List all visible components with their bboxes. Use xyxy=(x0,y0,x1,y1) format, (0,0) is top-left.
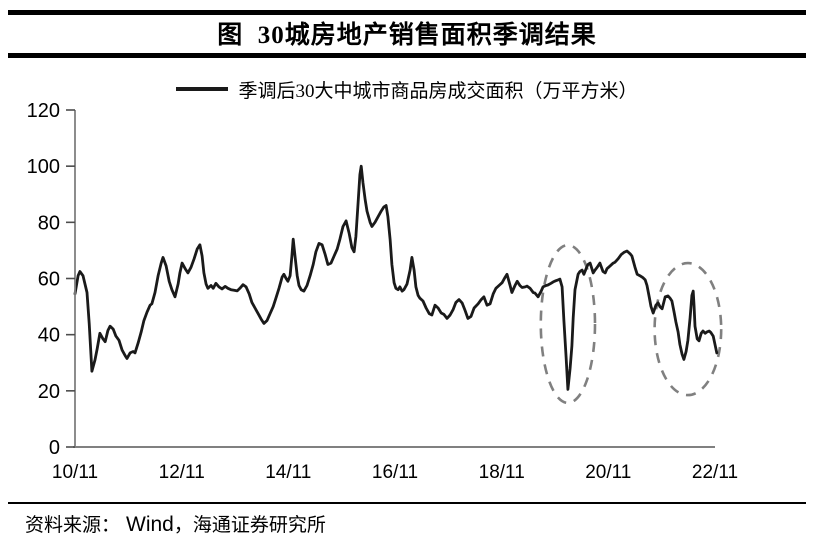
y-tick-label: 60 xyxy=(38,269,60,291)
highlight-ellipse xyxy=(653,261,723,397)
x-tick-label: 22/11 xyxy=(692,462,738,483)
figure-title: 图 30城房地产销售面积季调结果 xyxy=(217,22,597,49)
x-tick-label: 10/11 xyxy=(52,462,98,483)
source-institution: ，海通证券研究所 xyxy=(173,515,326,536)
y-tick-label: 100 xyxy=(27,156,60,178)
footer-rule xyxy=(8,502,806,504)
highlight-ellipse xyxy=(539,243,597,405)
chart-legend: 季调后30大中城市商品房成交面积（万平方米） xyxy=(0,76,814,102)
y-tick-label: 0 xyxy=(49,437,60,459)
x-tick-label: 18/11 xyxy=(479,462,525,483)
legend-line-sample xyxy=(176,87,229,91)
title-bottom-rule xyxy=(8,53,806,58)
x-tick-label: 16/11 xyxy=(372,462,418,483)
y-tick-label: 120 xyxy=(27,100,60,122)
legend-label: 季调后30大中城市商品房成交面积（万平方米） xyxy=(238,80,638,102)
top-rule xyxy=(8,10,806,15)
data-line-series xyxy=(73,164,719,391)
y-tick-label: 40 xyxy=(38,325,60,347)
source-note: 资料来源： Wind，海通证券研究所 xyxy=(25,510,326,537)
x-tick-label: 14/11 xyxy=(265,462,311,483)
x-tick-label: 12/11 xyxy=(159,462,205,483)
source-wind: Wind xyxy=(126,513,174,536)
source-label: 资料来源： xyxy=(25,515,121,536)
x-tick-label: 20/11 xyxy=(585,462,631,483)
y-tick-label: 20 xyxy=(38,381,60,403)
y-tick-label: 80 xyxy=(38,212,60,234)
